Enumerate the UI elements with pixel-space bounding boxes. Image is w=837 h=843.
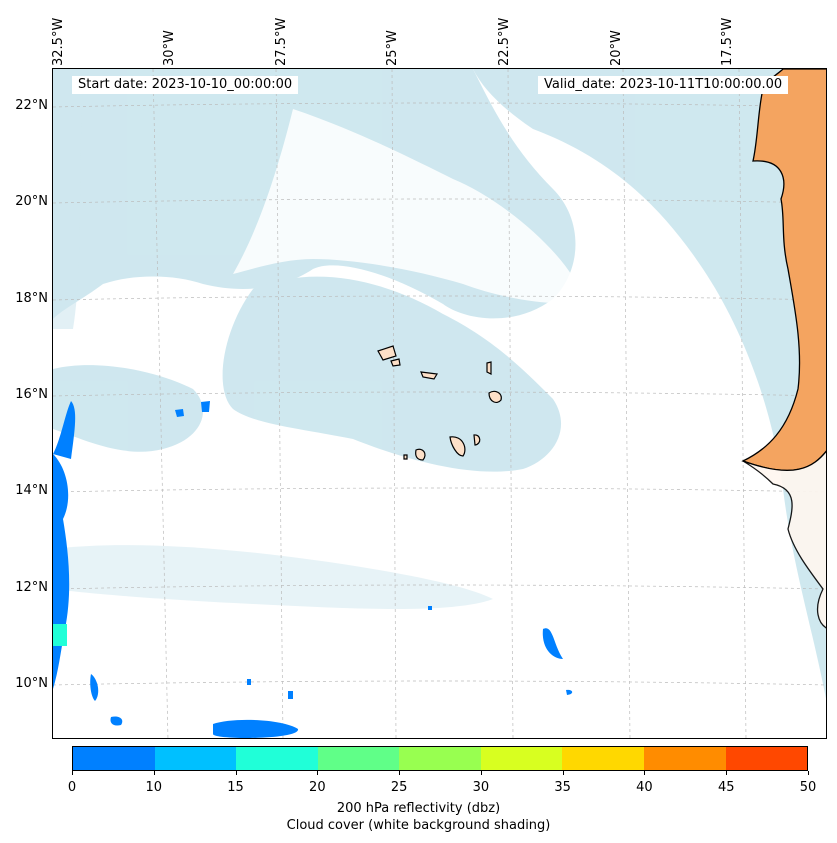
lon-label-22-5w: 22.5°W [497,17,512,66]
colorbar-segment [73,747,155,770]
lat-label-12n: 12°N [15,580,48,595]
lon-label-25w: 25°W [385,30,400,66]
africa-coast-south [742,450,826,629]
colorbar-segment [399,747,481,770]
colorbar-tick [808,771,809,775]
start-date-label: Start date: 2023-10-10_00:00:00 [72,76,299,94]
lat-label-10n: 10°N [15,676,48,691]
lat-label-16n: 16°N [15,387,48,402]
colorbar-segment [643,747,726,770]
colorbar-tick-label: 25 [390,780,408,795]
colorbar-tick-label: 0 [67,780,77,795]
clear-sky-region [233,109,583,304]
lat-label-20n: 20°N [15,194,48,209]
colorbar-tick-label: 20 [309,780,326,795]
graticule [53,69,826,738]
lat-label-18n: 18°N [15,291,48,306]
colorbar-tick-label: 35 [554,780,571,795]
colorbar-tick-label: 45 [717,780,735,795]
lon-label-17-5w: 17.5°W [720,17,735,66]
colorbar-tick [562,771,564,775]
colorbar-tick-label: 50 [799,780,817,795]
cloud-cover-layer [53,69,826,699]
colorbar-segment [317,747,400,770]
lat-label-22n: 22°N [15,98,48,113]
cape-verde-islands [377,345,502,461]
colorbar-tick [480,771,482,775]
colorbar-tick [644,771,646,775]
colorbar-segment [480,747,563,770]
colorbar-segment [725,747,808,770]
lon-label-20w: 20°W [609,30,624,66]
lat-label-14n: 14°N [15,483,48,498]
colorbar-tick [72,771,73,775]
valid-date-label: Valid_date: 2023-10-11T10:00:00.00 [538,76,789,94]
colorbar-tick [153,771,155,775]
colorbar-tick-label: 30 [472,780,490,795]
colorbar-tick-label: 15 [227,780,244,795]
colorbar [72,746,808,771]
colorbar-tick-label: 40 [636,780,653,795]
colorbar-segment [154,747,237,770]
colorbar-tick [399,771,401,775]
colorbar-label-cloud-cover: Cloud cover (white background shading) [286,818,551,833]
colorbar-tick [235,771,237,775]
reflectivity-high-cell [53,624,67,646]
colorbar-segment [236,747,318,770]
colorbar-label-reflectivity: 200 hPa reflectivity (dbz) [336,801,501,816]
map-canvas [53,69,826,738]
lon-label-27-5w: 27.5°W [274,17,289,66]
colorbar-tick-label: 10 [145,780,163,795]
lon-label-32-5w: 32.5°W [51,17,66,66]
lon-label-30w: 30°W [162,30,177,66]
colorbar-tick [726,771,728,775]
map-panel[interactable] [52,68,827,739]
colorbar-tick [317,771,319,775]
colorbar-segment [562,747,644,770]
